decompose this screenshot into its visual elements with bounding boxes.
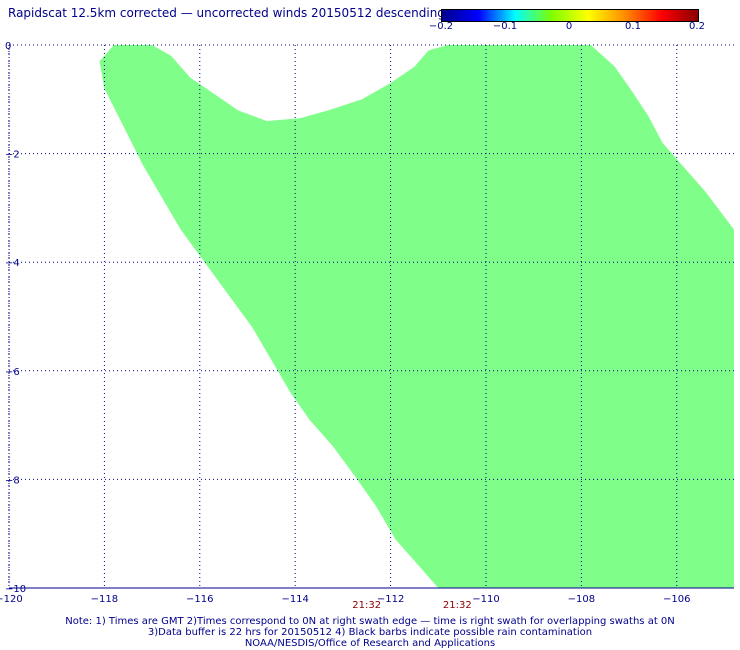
colorbar-tick-label: −0.2 — [428, 21, 454, 32]
y-tick-label: −10 — [5, 584, 26, 595]
note-line-3: NOAA/NESDIS/Office of Research and Appli… — [244, 638, 496, 649]
colorbar-tick-label: 0.2 — [689, 21, 705, 32]
note-line-2: 3)Data buffer is 22 hrs for 20150512 4) … — [147, 627, 593, 638]
y-tick-label: −6 — [5, 367, 20, 378]
swath-time-label: 21:32 — [442, 600, 472, 611]
y-tick-label: 0 — [5, 41, 11, 52]
colorbar-tick-label: 0 — [565, 21, 573, 32]
y-tick-label: −8 — [5, 475, 20, 486]
x-tick-label: −120 — [0, 594, 23, 605]
chart-title: Rapidscat 12.5km corrected — uncorrected… — [8, 6, 445, 20]
x-tick-label: −114 — [281, 594, 308, 605]
wind-swath — [99, 45, 735, 588]
colorbar — [441, 9, 699, 22]
x-tick-label: −108 — [568, 594, 595, 605]
y-tick-label: −4 — [5, 258, 20, 269]
colorbar-tick-label: 0.1 — [625, 21, 641, 32]
x-tick-label: −116 — [186, 594, 213, 605]
x-tick-label: −106 — [663, 594, 690, 605]
x-tick-label: −110 — [472, 594, 499, 605]
colorbar-tick-label: −0.1 — [492, 21, 518, 32]
y-tick-label: −2 — [5, 150, 20, 161]
x-tick-label: −112 — [377, 594, 404, 605]
note-line-1: Note: 1) Times are GMT 2)Times correspon… — [65, 616, 675, 627]
x-tick-label: −118 — [91, 594, 118, 605]
swath-time-label: 21:32 — [352, 600, 382, 611]
